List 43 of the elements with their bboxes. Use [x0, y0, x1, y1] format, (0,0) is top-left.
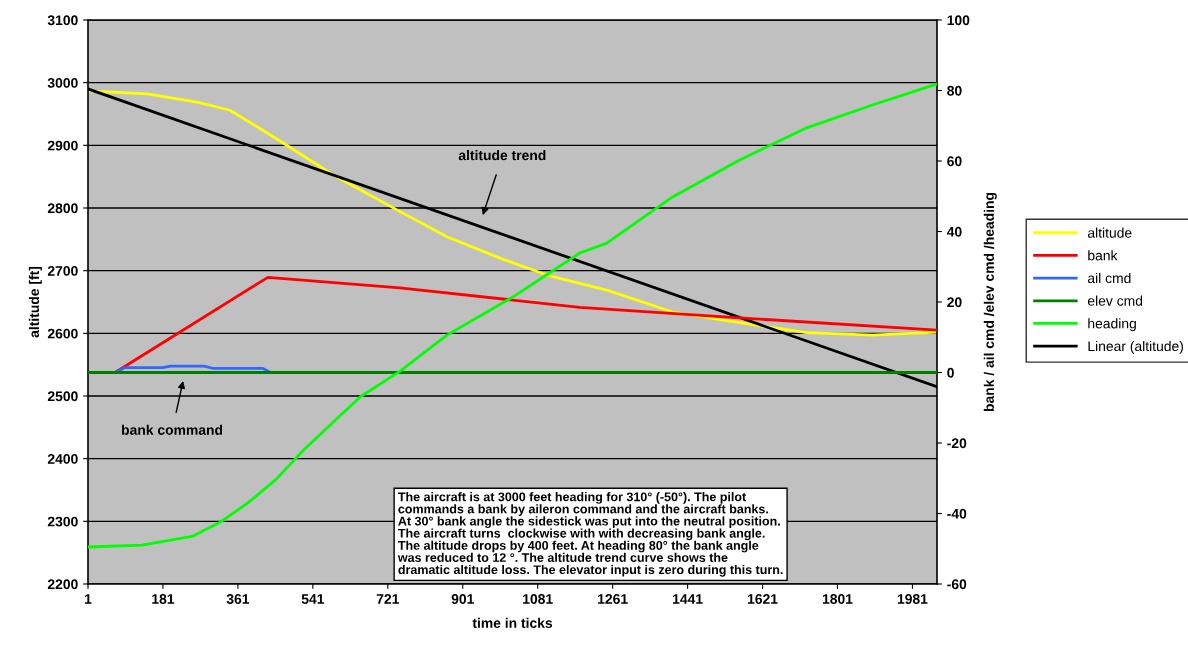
x-tick-label: 181	[152, 594, 175, 604]
x-tick-label: 1261	[598, 594, 628, 604]
x-tick-label: 1	[85, 594, 92, 604]
y2-tick-label: 0	[947, 367, 954, 378]
y-tick-label: 2600	[47, 328, 78, 339]
x-tick-label: 1981	[897, 594, 928, 604]
x-tick-label: 541	[301, 594, 325, 604]
y-tick-label: 3100	[47, 15, 78, 26]
y2-tick-label: 100	[947, 15, 970, 26]
legend-label: elev cmd	[1087, 295, 1143, 306]
x-tick-label: 1081	[523, 594, 553, 604]
y2-tick-label: 40	[946, 226, 962, 237]
legend-label: Linear (altitude)	[1088, 340, 1183, 354]
x-tick-label: 721	[376, 594, 399, 604]
y-tick-label: 2900	[47, 140, 78, 151]
annotation: bank command	[122, 424, 223, 435]
y2-tick-label: 20	[947, 297, 962, 308]
y-tick-label: 2200	[47, 579, 78, 590]
annotation: The aircraft is at 3000 feet heading for 310° (-50°). The pilot commands a bank by aileron command and the aircraft banks. At 30° bank angle the sidestick was put into the neutral position. The aircraft turns clockwise with with decreasing bank angle. The altitude drops by 400 feet. At heading 80° the bank angle was reduced to 12 °. The altitude trend curve shows the dramatic altitude loss. The elevator input is zero during this turn.	[397, 492, 783, 577]
y-tick-label: 2500	[47, 391, 78, 402]
y-tick-label: 2700	[47, 266, 78, 276]
y-axis-title: altitude [ft]	[28, 266, 42, 338]
y2-tick-label: 80	[947, 85, 962, 96]
y2-tick-label: -20	[947, 438, 967, 449]
y-tick-label: 3000	[47, 78, 78, 88]
x-tick-label: 1441	[673, 594, 703, 604]
y-tick-label: 2800	[47, 203, 78, 214]
y2-tick-label: 60	[947, 156, 962, 167]
x-axis-title: time in ticks	[472, 617, 553, 628]
legend-label: bank	[1088, 250, 1118, 261]
legend-label: heading	[1088, 318, 1136, 332]
y-tick-label: 2400	[47, 454, 78, 464]
y-tick-label: 2300	[47, 516, 78, 527]
y2-axis-title: bank / ail cmd /elev cmd /heading	[983, 192, 997, 412]
x-tick-label: 1621	[747, 594, 778, 604]
y2-tick-label: -40	[947, 508, 967, 519]
annotation: altitude trend	[458, 150, 546, 161]
y2-tick-label: -60	[947, 579, 967, 590]
x-tick-label: 361	[226, 594, 250, 604]
legend-label: ail cmd	[1087, 272, 1131, 284]
legend-label: altitude	[1087, 227, 1132, 238]
x-tick-label: 1801	[822, 594, 853, 604]
x-tick-label: 901	[451, 594, 474, 604]
